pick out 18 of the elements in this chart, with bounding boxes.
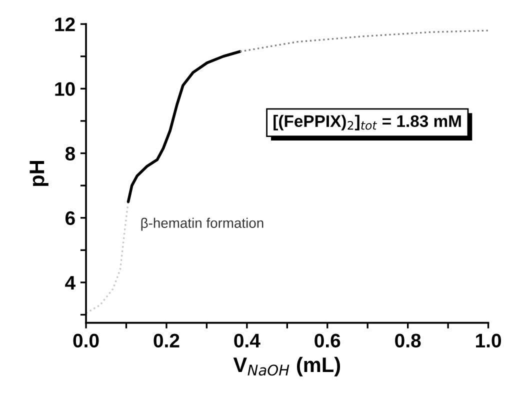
x-tick-label: 0.0	[73, 334, 99, 348]
line-series	[126, 50, 242, 204]
y-tick-label: 8	[65, 146, 76, 160]
x-tick-label: 0.6	[314, 334, 340, 348]
line-series	[239, 30, 488, 52]
x-axis-title: V$_{NaOH}$ (mL)	[233, 356, 340, 376]
y-tick-label: 4	[65, 276, 76, 290]
x-tick-label: 0.2	[154, 334, 180, 348]
annotation: [(FePPIX)$_{2}$]$_{tot}$ = 1.83 mM	[274, 114, 461, 130]
x-tick-label: 0.8	[395, 334, 421, 348]
y-axis-title: pH	[30, 160, 48, 186]
x-tick-label: 0.4	[234, 334, 260, 348]
y-tick-label: 6	[66, 211, 75, 226]
line-series	[86, 200, 130, 314]
x-tick-label: 1.0	[476, 334, 502, 348]
y-tick-label: 10	[55, 82, 75, 96]
annotation: β-hematin formation	[141, 218, 264, 231]
y-tick-label: 12	[55, 18, 75, 32]
